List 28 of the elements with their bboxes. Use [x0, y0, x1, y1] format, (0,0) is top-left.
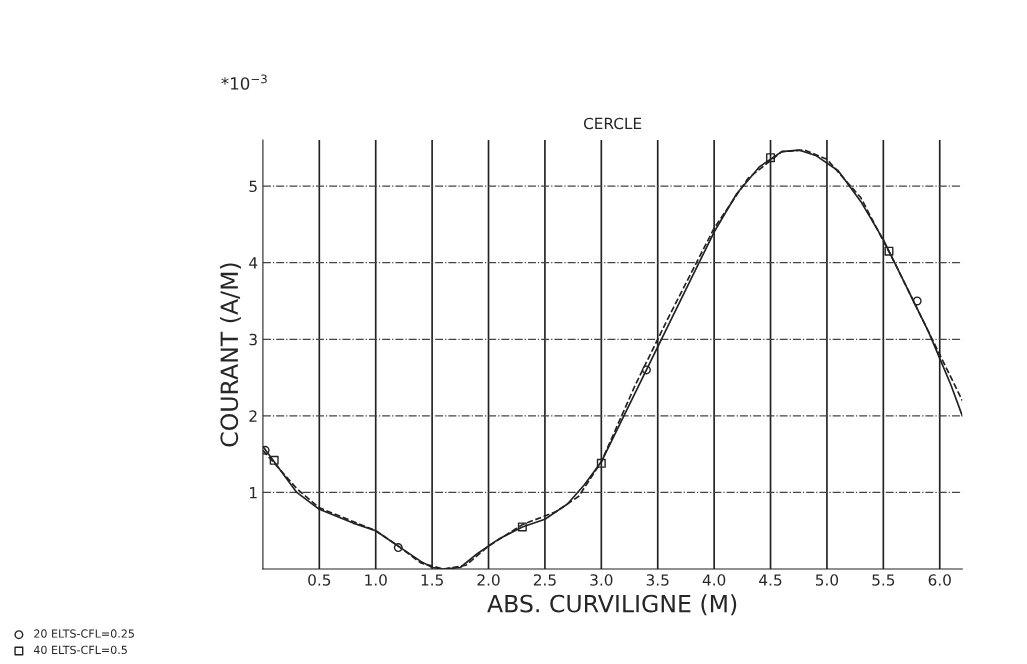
y-tick-label: 5: [249, 180, 257, 193]
x-tick-label: 1.0: [365, 574, 387, 586]
x-tick-label: 4.0: [702, 574, 726, 586]
x-tick-label: 2.5: [533, 574, 556, 586]
x-tick-label: 1.5: [421, 574, 443, 586]
x-tick-label: 5.0: [815, 574, 839, 586]
y-tick-label: 3: [249, 333, 257, 346]
legend-label: 20 ELTS-CFL=0.25: [34, 629, 134, 638]
x-axis-title: ABS. CURVILIGNE (M): [487, 594, 737, 616]
x-tick-label: 2.0: [477, 574, 500, 586]
x-tick-label: 3.5: [646, 574, 669, 586]
x-tick-label: 5.5: [872, 574, 895, 586]
x-tick-label: 6.0: [928, 574, 951, 586]
point: [269, 455, 279, 465]
legend-label: 40 ELTS-CFL=0.5: [33, 645, 127, 655]
chart-title: CERCLE: [583, 117, 642, 130]
point: [766, 153, 776, 163]
point: [517, 522, 527, 532]
y-tick-label: 1: [250, 487, 257, 499]
y-tick-label: 2: [249, 410, 257, 422]
point: [884, 246, 894, 256]
point: [596, 458, 606, 468]
y-tick-label: 4: [249, 257, 258, 269]
x-tick-label: 4.5: [759, 574, 782, 586]
text: *10$^{−3}$: [221, 74, 267, 90]
x-tick-label: 3.0: [590, 574, 613, 586]
x-tick-label: 0.5: [308, 574, 331, 586]
y-axis-title: COURANT (A/M): [219, 263, 241, 447]
